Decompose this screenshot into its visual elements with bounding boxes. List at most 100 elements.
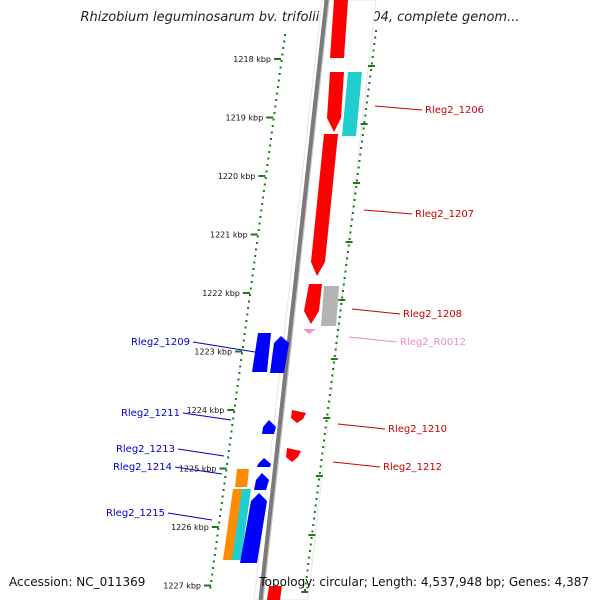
ruler-dot [267, 157, 270, 160]
ruler-dot [360, 147, 363, 149]
ruler-dot [348, 238, 351, 240]
gene-label[interactable]: Rleg2_1212 [383, 462, 442, 473]
gene-label[interactable]: Rleg2_1208 [403, 309, 462, 320]
leader-line [337, 423, 386, 430]
leader-line [174, 466, 223, 475]
ruler-dot [227, 450, 230, 452]
ruler-dot [313, 517, 316, 520]
ruler-dot [344, 270, 347, 273]
leader-line [363, 209, 413, 215]
orange-feature-top[interactable] [235, 469, 249, 487]
genome-summary-text: Topology: circular; Length: 4,537,948 bp… [259, 575, 589, 589]
scale-label: 1221 kbp [210, 231, 248, 240]
gene-arrow-1210[interactable] [291, 410, 306, 423]
ruler-dot [339, 309, 342, 312]
ruler-dot [340, 303, 343, 305]
ruler-dot [356, 179, 358, 182]
ruler-dot [306, 569, 309, 572]
gray-feature[interactable] [321, 286, 339, 326]
ruler-dot [230, 430, 233, 433]
gene-label[interactable]: Rleg2_1211 [121, 408, 180, 419]
ruler-dot [349, 231, 352, 234]
ruler-dot [305, 576, 308, 578]
ruler-dot [309, 543, 312, 546]
ruler-dot [323, 433, 326, 435]
ruler-dot [262, 196, 265, 199]
axis-line-highlight [262, 0, 330, 600]
scale-label: 1219 kbp [225, 114, 263, 123]
gene-arrow-1209a[interactable] [252, 333, 271, 372]
ruler-dot [261, 203, 264, 205]
gene-label[interactable]: Rleg2_1215 [106, 508, 165, 519]
ruler-dot [236, 385, 239, 387]
ruler-dot [274, 105, 277, 108]
ruler-dot [258, 222, 261, 225]
cyan-feature-top[interactable] [342, 72, 362, 136]
ruler-dot [245, 320, 248, 322]
gene-arrow-1206[interactable] [327, 72, 344, 132]
ruler-dot [229, 437, 232, 439]
ruler-dot [347, 244, 350, 247]
ruler-dot [216, 534, 219, 537]
cyan-feature-bottom[interactable] [232, 489, 251, 560]
gene-label[interactable]: Rleg2_1213 [116, 444, 175, 455]
reverse-features [240, 333, 289, 563]
ruler-dot [310, 537, 313, 539]
ruler-dot [226, 463, 229, 465]
ruler-dot [345, 264, 348, 266]
ruler-dot [273, 112, 276, 114]
orange-feature-bottom[interactable] [223, 489, 244, 560]
forward-features [267, 0, 348, 600]
gene-arrow-1212[interactable] [286, 448, 301, 462]
ruler-dot [329, 387, 332, 390]
right-gene-labels: Rleg2_1206 Rleg2_1207 Rleg2_1208 Rleg2_R001… [332, 105, 484, 473]
ruler-dot [346, 257, 349, 260]
ruler-dot [315, 498, 318, 500]
ruler-dot [211, 573, 214, 576]
gene-label[interactable]: Rleg2_1209 [131, 337, 190, 348]
gene-arrow-1209b[interactable] [270, 336, 289, 373]
ruler-dot [354, 192, 357, 195]
rna-feature[interactable] [303, 329, 316, 334]
ruler-dot [218, 521, 221, 524]
ruler-dot [346, 251, 349, 253]
gene-label[interactable]: Rleg2_1214 [113, 462, 172, 473]
ruler-dot [351, 218, 354, 221]
gene-arrow-1211[interactable] [262, 420, 276, 434]
ruler-dot [272, 118, 275, 121]
gene-arrow-1214[interactable] [254, 473, 269, 490]
ruler-dot [237, 378, 240, 381]
gene-arrow-1213[interactable] [257, 458, 271, 467]
scale-label: 1225 kbp [179, 465, 217, 474]
gene-arrow-1215[interactable] [240, 493, 267, 563]
ruler-dot [235, 391, 238, 394]
ruler-dot [366, 95, 369, 97]
gene-label[interactable]: Rleg2_1206 [425, 105, 484, 116]
gene-label[interactable]: Rleg2_1210 [388, 424, 447, 435]
ruler-dot [304, 582, 307, 585]
ruler-dot [280, 60, 283, 62]
gene-label[interactable]: Rleg2_R0012 [400, 337, 466, 348]
ruler-dot [250, 281, 253, 283]
gene-label[interactable]: Rleg2_1207 [415, 209, 474, 220]
ruler-dot [234, 398, 237, 400]
ruler-dot [238, 372, 241, 374]
track-features [223, 72, 362, 560]
ruler-dot [217, 528, 220, 530]
ruler-dot [373, 43, 376, 45]
ruler-dot [312, 524, 315, 526]
left-gene-labels: Rleg2_1209 Rleg2_1211 Rleg2_1213 Rleg2_1214… [106, 337, 256, 521]
ruler-dot [269, 144, 272, 147]
leader-line [351, 308, 401, 315]
gene-arrow-1207[interactable] [311, 134, 338, 276]
gene-arrow-top[interactable] [330, 0, 348, 58]
ruler-dot [337, 322, 340, 325]
ruler-dot [260, 209, 263, 212]
scale-label: 1226 kbp [171, 523, 209, 532]
ruler-dot [247, 307, 250, 309]
ruler-dot [328, 394, 331, 396]
ruler-dot [255, 248, 257, 251]
gene-arrow-bottom[interactable] [267, 586, 282, 600]
gene-arrow-1208[interactable] [304, 284, 322, 324]
ruler-dot [332, 361, 335, 364]
